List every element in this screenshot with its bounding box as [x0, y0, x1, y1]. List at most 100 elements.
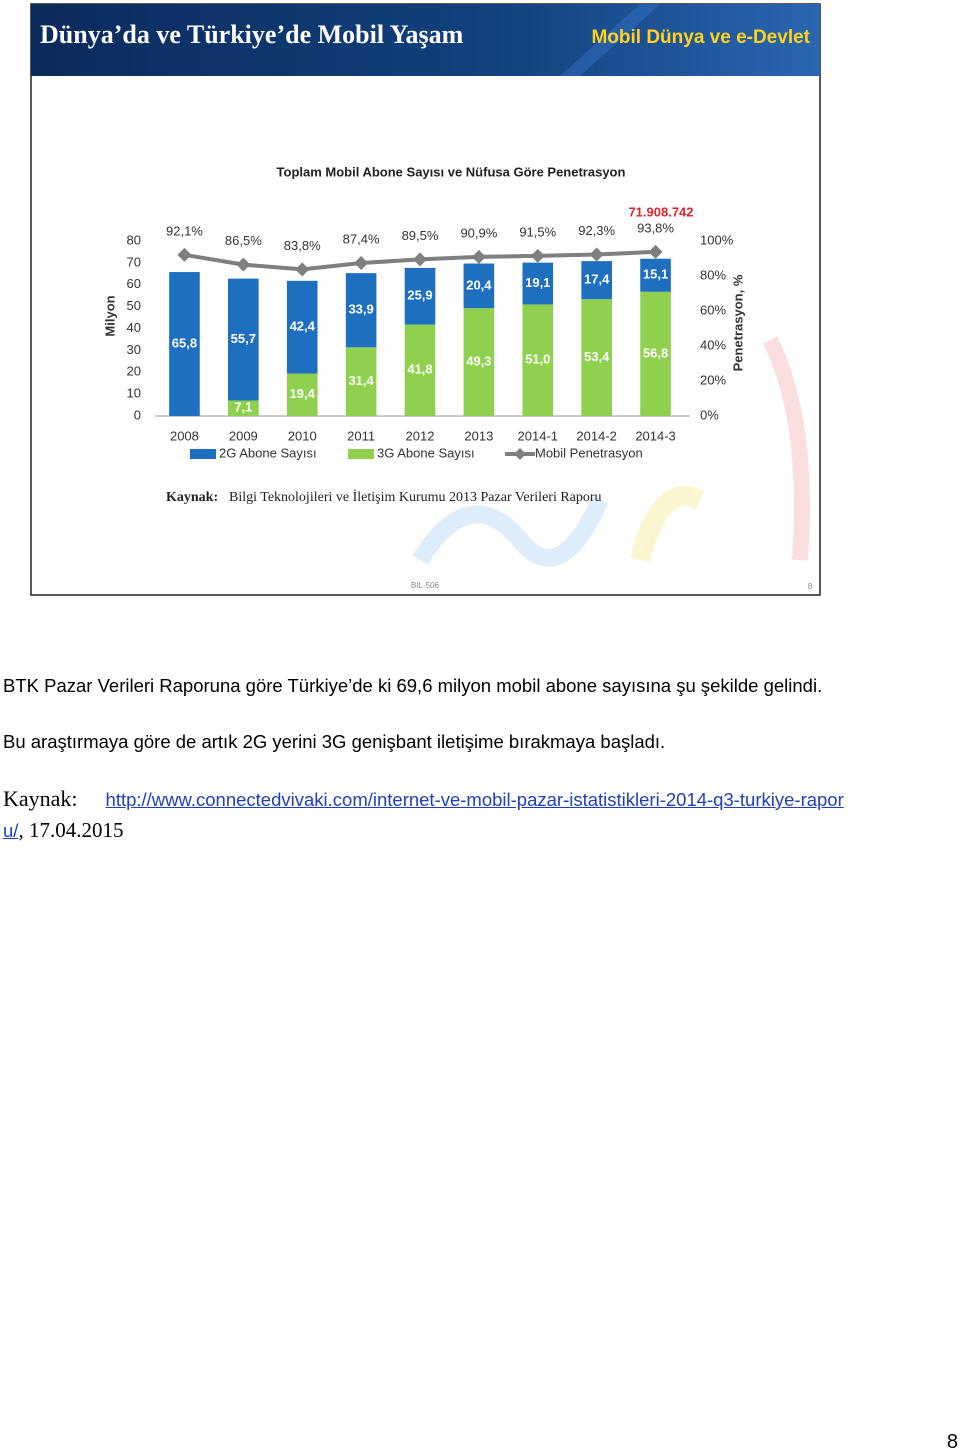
data-label: 15,1: [643, 267, 668, 282]
data-label: 20,4: [466, 277, 492, 292]
bar: [228, 278, 259, 401]
y2-tick-label: 0%: [700, 407, 719, 422]
data-label: 19,4: [290, 386, 316, 401]
y2-axis-title: Penetrasyon, %: [730, 274, 745, 371]
y2-tick-label: 80%: [700, 267, 726, 282]
y-tick-label: 0: [134, 407, 141, 422]
bar: [463, 308, 495, 416]
marker: [354, 256, 369, 271]
y2-tick-label: 100%: [700, 232, 734, 247]
data-label: 91,5%: [519, 224, 556, 239]
marker: [236, 257, 251, 272]
x-tick-label: 2014-3: [635, 428, 675, 443]
source-link[interactable]: http://www.connectedvivaki.com/internet-…: [3, 789, 844, 841]
data-label: 41,8: [407, 362, 432, 377]
source-date: , 17.04.2015: [18, 818, 124, 842]
marker: [413, 252, 427, 267]
source-label: Kaynak:: [3, 786, 78, 811]
x-tick-label: 2014-2: [576, 428, 616, 443]
bar: [286, 373, 318, 416]
marker: [648, 244, 663, 259]
y-tick-label: 20: [127, 364, 141, 379]
bar: [169, 272, 200, 416]
bar: [522, 262, 554, 305]
data-label: 56,8: [643, 345, 668, 360]
slide-source-text: Bilgi Teknolojileri ve İletişim Kurumu 2…: [229, 489, 602, 505]
data-label: 49,3: [466, 354, 491, 369]
y-tick-label: 70: [127, 254, 141, 269]
page-number: 8: [946, 1431, 958, 1453]
data-label: 87,4%: [343, 231, 380, 246]
marker: [295, 262, 310, 277]
slide-title: Dünya’da ve Türkiye’de Mobil Yaşam: [40, 20, 464, 49]
bar: [522, 304, 554, 416]
legend-swatch: [190, 449, 216, 459]
bar: [228, 400, 259, 416]
y-tick-label: 80: [127, 232, 141, 247]
y-tick-label: 30: [127, 342, 141, 357]
marker: [471, 249, 486, 264]
x-tick-label: 2014-1: [518, 428, 558, 443]
data-label: 19,1: [525, 275, 550, 290]
bar: [404, 324, 436, 416]
y2-tick-label: 40%: [700, 337, 726, 352]
bar: [404, 267, 436, 325]
bar: [581, 299, 612, 416]
y2-tick-label: 20%: [700, 372, 726, 387]
decor: [762, 336, 810, 561]
data-label: 33,9: [348, 302, 373, 317]
data-label: 83,8%: [284, 238, 321, 253]
brand: Mobil Dünya ve e-Devlet: [591, 27, 810, 48]
decor: [412, 496, 609, 567]
data-label: 92,1%: [166, 223, 203, 238]
bar: [345, 347, 377, 416]
decor: [560, 4, 660, 76]
data-label: 65,8: [172, 335, 197, 350]
data-label: 90,9%: [460, 225, 497, 240]
footer-page: 8: [808, 582, 813, 591]
data-label: 93,8%: [637, 220, 674, 235]
x-tick-label: 2013: [464, 428, 493, 443]
bar: [640, 291, 671, 416]
y-tick-label: 10: [127, 386, 141, 401]
data-label: 7,1: [234, 400, 252, 415]
data-label: 86,5%: [225, 233, 262, 248]
decor: [630, 486, 705, 563]
slide-header: [31, 4, 820, 76]
data-label: 42,4: [290, 319, 316, 334]
annotation: 71.908.742: [628, 204, 693, 219]
data-label: 25,9: [407, 288, 432, 303]
paragraph: BTK Pazar Verileri Raporuna göre Türkiye…: [3, 675, 823, 696]
bar: [640, 258, 671, 292]
y-tick-label: 40: [127, 320, 141, 335]
x-tick-label: 2009: [229, 428, 258, 443]
legend-label: 2G Abone Sayısı: [219, 445, 317, 460]
x-tick-label: 2011: [347, 428, 375, 443]
y2-tick-label: 60%: [700, 302, 726, 317]
legend-swatch: [348, 449, 374, 459]
paragraph: Bu araştırmaya göre de artık 2G yerini 3…: [3, 731, 666, 752]
slide: Dünya’da ve Türkiye’de Mobil Yaşam Mobil…: [30, 3, 821, 596]
marker: [530, 248, 545, 263]
legend-label: 3G Abone Sayısı: [377, 445, 475, 460]
y-tick-label: 60: [127, 276, 141, 291]
data-label: 31,4: [348, 373, 374, 388]
data-label: 53,4: [584, 349, 610, 364]
source: Kaynak: http://www.connectedvivaki.com/in…: [3, 784, 851, 847]
data-label: 89,5%: [402, 228, 439, 243]
data-label: 92,3%: [578, 223, 615, 238]
x-tick-label: 2010: [288, 428, 317, 443]
x-tick-label: 2008: [170, 428, 199, 443]
data-label: 17,4: [584, 272, 610, 287]
bar: [345, 273, 377, 348]
marker: [177, 247, 192, 262]
legend-label: Mobil Penetrasyon: [535, 445, 643, 460]
data-label: 51,0: [525, 352, 550, 367]
y-tick-label: 50: [127, 298, 141, 313]
data-label: 55,7: [231, 331, 256, 346]
slide-source-label: Kaynak:: [166, 490, 218, 505]
bar: [581, 261, 612, 300]
marker: [589, 247, 604, 262]
legend-swatch: [514, 448, 526, 460]
